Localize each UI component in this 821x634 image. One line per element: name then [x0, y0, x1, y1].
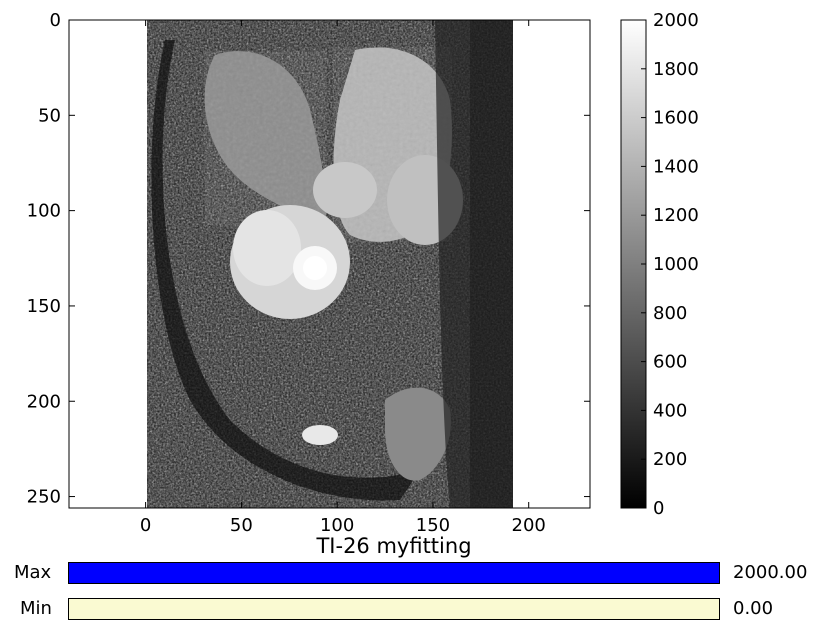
max-slider-row: Max 2000.00 [0, 561, 821, 585]
min-slider-row: Min 0.00 [0, 597, 821, 621]
figure-title: TI-26 myfitting [315, 534, 471, 558]
colorbar-tick-label: 400 [653, 400, 687, 421]
x-tick-label: 0 [140, 515, 151, 536]
y-tick-label: 0 [50, 10, 61, 31]
colorbar-tick-label: 1000 [653, 254, 699, 275]
max-slider-fill [69, 563, 719, 583]
y-tick-label: 200 [27, 391, 61, 412]
x-tick-label: 50 [230, 515, 253, 536]
max-slider[interactable] [68, 562, 720, 584]
colorbar-tick-label: 800 [653, 303, 687, 324]
colorbar-axis: 0 200 400 600 800 1000 1200 1400 1600 1800 2000 [641, 10, 699, 519]
x-tick-label: 150 [416, 515, 450, 536]
colorbar-tick-label: 2000 [653, 10, 699, 31]
max-slider-value: 2000.00 [733, 561, 807, 585]
colorbar-tick-label: 1400 [653, 156, 699, 177]
x-tick-label: 100 [320, 515, 354, 536]
colorbar-tick-label: 1600 [653, 108, 699, 129]
colorbar-tick-label: 1800 [653, 59, 699, 80]
max-slider-label: Max [14, 561, 51, 585]
colorbar-tick-label: 600 [653, 352, 687, 373]
x-tick-label: 200 [512, 515, 546, 536]
colorbar-tick-label: 1200 [653, 205, 699, 226]
min-slider-value: 0.00 [733, 597, 773, 621]
y-tick-label: 50 [38, 105, 61, 126]
colorbar-tick-label: 200 [653, 449, 687, 470]
min-slider[interactable] [68, 598, 720, 620]
colorbar-tick-label: 0 [653, 498, 664, 519]
y-tick-label: 250 [27, 487, 61, 508]
min-slider-fill [69, 599, 719, 619]
y-tick-label: 150 [27, 296, 61, 317]
y-tick-label: 100 [27, 201, 61, 222]
mri-image [147, 20, 513, 508]
min-slider-label: Min [20, 597, 52, 621]
